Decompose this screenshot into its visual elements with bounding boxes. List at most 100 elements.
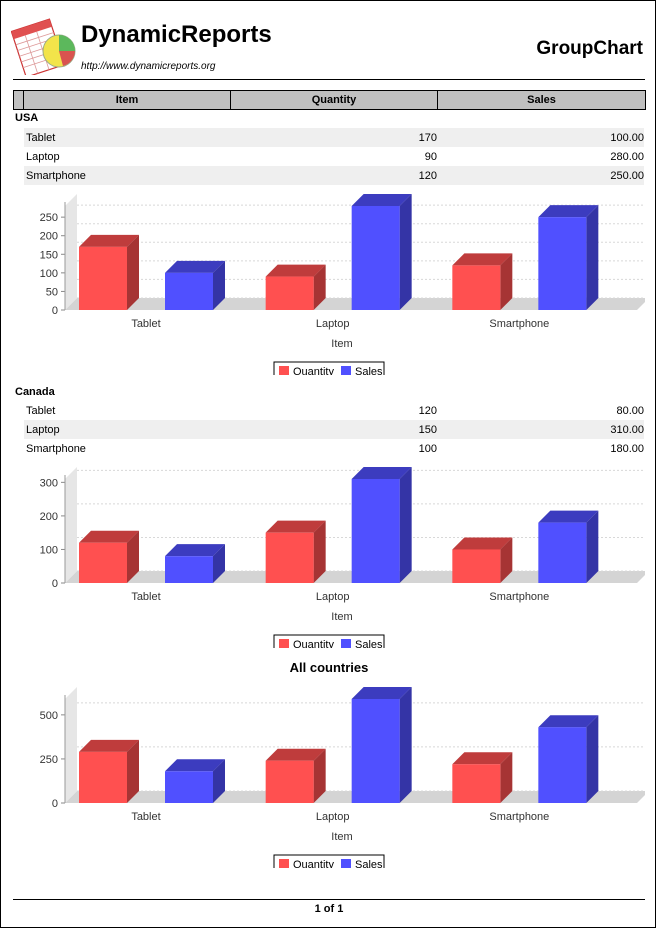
x-tick-label: Smartphone <box>489 318 549 330</box>
legend-label-sales: Sales <box>355 366 383 375</box>
table-row: Laptop 90 280.00 <box>24 147 644 166</box>
brand-url[interactable]: http://www.dynamicreports.org <box>81 61 216 72</box>
y-tick-label: 0 <box>52 305 58 317</box>
column-header-quantity: Quantity <box>231 91 438 109</box>
bar-top-quantity <box>452 752 513 765</box>
bar-top-quantity <box>79 739 139 752</box>
legend-swatch-sales <box>341 366 351 375</box>
bar-sales <box>165 556 213 583</box>
x-tick-label: Tablet <box>131 591 160 603</box>
bar-top-sales <box>538 510 599 523</box>
usa-bar-chart: 0 50 100 150 200 250 Tablet Laptop Smartphone Ite… <box>40 194 645 375</box>
bar-top-quantity <box>265 520 326 533</box>
y-tick-label: 0 <box>52 578 58 590</box>
bar-side-sales <box>213 759 225 803</box>
cell-sales: 280.00 <box>610 150 644 163</box>
bar-top-quantity <box>79 234 139 247</box>
bar-quantity <box>79 542 127 583</box>
cell-quantity: 90 <box>424 150 437 163</box>
bar-side-quantity <box>127 234 139 310</box>
dynamicreports-logo-icon <box>11 18 76 75</box>
chart-side-wall <box>65 194 77 310</box>
y-tick-label: 500 <box>40 710 58 722</box>
x-tick-label: Laptop <box>316 811 350 823</box>
cell-quantity: 120 <box>418 404 437 417</box>
cell-sales: 310.00 <box>610 423 644 436</box>
bar-top-sales <box>165 759 225 772</box>
legend-label-quantity: Quantity <box>293 639 334 648</box>
chart-side-wall <box>65 467 77 583</box>
legend-swatch-sales <box>341 859 351 868</box>
table-row: Smartphone 120 250.00 <box>24 166 644 185</box>
group-label-canada: Canada <box>15 386 55 398</box>
bar-side-quantity <box>500 537 513 583</box>
legend-swatch-quantity <box>279 639 289 648</box>
bar-quantity <box>265 276 314 310</box>
bar-side-quantity <box>313 748 326 803</box>
bar-side-sales <box>586 715 599 803</box>
bar-quantity <box>265 760 314 803</box>
page-number: 1 of 1 <box>314 903 344 915</box>
bar-top-quantity <box>265 748 326 761</box>
bar-top-sales <box>538 205 599 218</box>
column-header-sales: Sales <box>527 94 556 106</box>
x-tick-label: Laptop <box>316 591 350 603</box>
x-tick-label: Laptop <box>316 318 350 330</box>
legend-box <box>273 634 385 648</box>
column-header-item: Item <box>24 91 231 109</box>
y-tick-label: 200 <box>40 511 58 523</box>
y-tick-label: 100 <box>40 268 58 280</box>
legend-swatch-quantity <box>279 366 289 375</box>
cell-sales: 100.00 <box>610 131 644 144</box>
x-axis-label: Item <box>331 831 352 843</box>
cell-item: Smartphone <box>26 442 86 455</box>
cell-item: Laptop <box>26 150 60 163</box>
bar-sales <box>165 272 213 310</box>
cell-quantity: 150 <box>418 423 437 436</box>
bar-side-sales <box>213 544 225 583</box>
bar-side-sales <box>586 510 599 583</box>
cell-sales: 250.00 <box>610 169 644 182</box>
footer-divider <box>13 899 645 900</box>
y-tick-label: 150 <box>40 249 58 261</box>
column-header-spacer <box>14 91 24 109</box>
bar-side-quantity <box>313 264 326 310</box>
cell-item: Tablet <box>26 404 56 417</box>
y-tick-label: 300 <box>40 477 58 489</box>
legend-swatch-sales <box>341 639 351 648</box>
bar-top-sales <box>351 467 412 479</box>
bar-sales <box>538 217 587 310</box>
cell-item: Laptop <box>26 423 60 436</box>
bar-side-quantity <box>500 253 513 310</box>
cell-quantity: 170 <box>418 131 437 144</box>
bar-top-sales <box>538 715 599 728</box>
x-axis-label: Item <box>331 611 352 623</box>
bar-side-quantity <box>127 739 139 803</box>
bar-top-quantity <box>265 264 326 277</box>
y-tick-label: 0 <box>52 798 58 810</box>
y-tick-label: 200 <box>40 231 58 243</box>
bar-top-sales <box>165 544 225 557</box>
bar-quantity <box>79 246 127 310</box>
header-divider <box>13 79 645 80</box>
bar-quantity <box>265 532 314 583</box>
canada-bar-chart: 0 100 200 300 Tablet Laptop Smartphone Item Quan… <box>40 467 645 648</box>
legend-label-quantity: Quantity <box>293 859 334 868</box>
bar-top-quantity <box>452 537 513 550</box>
cell-sales: 180.00 <box>610 442 644 455</box>
y-tick-label: 250 <box>40 212 58 224</box>
table-row: Tablet 120 80.00 <box>24 401 644 420</box>
bar-side-quantity <box>313 520 326 583</box>
cell-quantity: 100 <box>418 442 437 455</box>
bar-top-sales <box>351 194 412 206</box>
bar-side-sales <box>399 467 412 583</box>
bar-quantity <box>79 751 127 803</box>
bar-sales <box>351 699 400 803</box>
cell-sales: 80.00 <box>616 404 644 417</box>
group-label-usa: USA <box>15 112 39 124</box>
table-row: Smartphone 100 180.00 <box>24 439 644 458</box>
legend-box <box>273 854 385 868</box>
bar-top-sales <box>351 687 412 699</box>
cell-quantity: 120 <box>418 169 437 182</box>
